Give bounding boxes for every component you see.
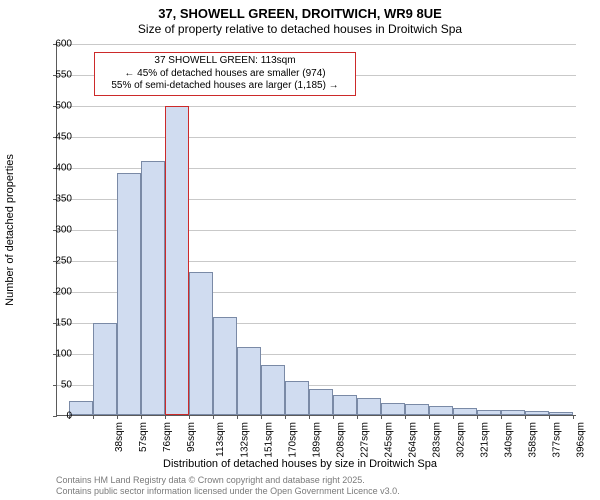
- bar: [285, 381, 309, 415]
- xtick-label: 208sqm: [336, 422, 347, 458]
- footer-line2: Contains public sector information licen…: [56, 486, 400, 496]
- bar: [549, 412, 573, 415]
- ytick-label: 0: [32, 411, 72, 422]
- ytick-label: 500: [32, 101, 72, 112]
- gridline-h: [57, 106, 576, 107]
- xtick-mark: [261, 415, 262, 419]
- xtick-label: 227sqm: [360, 422, 371, 458]
- callout-line1: 37 SHOWELL GREEN: 113sqm: [99, 55, 351, 68]
- bar-highlighted: [165, 106, 189, 415]
- footer-attribution: Contains HM Land Registry data © Crown c…: [56, 475, 400, 496]
- xtick-label: 358sqm: [528, 422, 539, 458]
- gridline-h: [57, 168, 576, 169]
- bar: [237, 347, 261, 415]
- xtick-mark: [501, 415, 502, 419]
- xtick-label: 377sqm: [552, 422, 563, 458]
- plot-frame: [56, 44, 576, 416]
- gridline-h: [57, 137, 576, 138]
- bar: [405, 404, 429, 415]
- xtick-mark: [141, 415, 142, 419]
- callout-line2: ← 45% of detached houses are smaller (97…: [99, 68, 351, 81]
- xtick-mark: [525, 415, 526, 419]
- xtick-label: 57sqm: [138, 422, 149, 452]
- bar: [357, 398, 381, 415]
- bar: [453, 408, 477, 415]
- ytick-label: 450: [32, 132, 72, 143]
- bar: [93, 323, 117, 415]
- xtick-label: 151sqm: [264, 422, 275, 458]
- xtick-mark: [381, 415, 382, 419]
- xtick-mark: [405, 415, 406, 419]
- bar: [213, 317, 237, 415]
- xtick-mark: [357, 415, 358, 419]
- x-axis-label: Distribution of detached houses by size …: [0, 458, 600, 470]
- ytick-label: 350: [32, 194, 72, 205]
- xtick-mark: [429, 415, 430, 419]
- xtick-label: 321sqm: [480, 422, 491, 458]
- xtick-label: 38sqm: [114, 422, 125, 452]
- ytick-label: 200: [32, 287, 72, 298]
- callout-line3: 55% of semi-detached houses are larger (…: [99, 80, 351, 93]
- xtick-mark: [573, 415, 574, 419]
- xtick-mark: [165, 415, 166, 419]
- ytick-label: 50: [32, 380, 72, 391]
- gridline-h: [57, 44, 576, 45]
- bar: [117, 173, 141, 415]
- ytick-label: 100: [32, 349, 72, 360]
- xtick-mark: [285, 415, 286, 419]
- xtick-label: 132sqm: [240, 422, 251, 458]
- xtick-mark: [549, 415, 550, 419]
- ytick-label: 600: [32, 39, 72, 50]
- xtick-label: 302sqm: [456, 422, 467, 458]
- xtick-mark: [477, 415, 478, 419]
- xtick-mark: [309, 415, 310, 419]
- bar: [525, 411, 549, 415]
- footer-line1: Contains HM Land Registry data © Crown c…: [56, 475, 400, 485]
- ytick-label: 150: [32, 318, 72, 329]
- ytick-label: 300: [32, 225, 72, 236]
- xtick-label: 264sqm: [408, 422, 419, 458]
- bar: [333, 395, 357, 415]
- xtick-label: 95sqm: [186, 422, 197, 452]
- xtick-label: 396sqm: [576, 422, 587, 458]
- bar: [429, 406, 453, 415]
- xtick-mark: [453, 415, 454, 419]
- bar: [381, 403, 405, 415]
- bar: [189, 272, 213, 415]
- xtick-label: 170sqm: [288, 422, 299, 458]
- xtick-label: 113sqm: [215, 422, 226, 457]
- xtick-label: 340sqm: [504, 422, 515, 458]
- ytick-label: 250: [32, 256, 72, 267]
- xtick-mark: [189, 415, 190, 419]
- bar: [69, 401, 93, 415]
- xtick-label: 245sqm: [384, 422, 395, 458]
- xtick-label: 189sqm: [312, 422, 323, 458]
- xtick-label: 76sqm: [162, 422, 173, 452]
- chart-title-line1: 37, SHOWELL GREEN, DROITWICH, WR9 8UE: [0, 6, 600, 21]
- xtick-label: 283sqm: [432, 422, 443, 458]
- chart-title-line2: Size of property relative to detached ho…: [0, 22, 600, 36]
- ytick-label: 400: [32, 163, 72, 174]
- xtick-mark: [117, 415, 118, 419]
- y-axis-label: Number of detached properties: [4, 154, 16, 306]
- bar: [309, 389, 333, 415]
- plot-area: 37 SHOWELL GREEN: 113sqm← 45% of detache…: [56, 44, 576, 416]
- xtick-mark: [237, 415, 238, 419]
- xtick-mark: [213, 415, 214, 419]
- bar: [501, 410, 525, 415]
- callout-box: 37 SHOWELL GREEN: 113sqm← 45% of detache…: [94, 52, 356, 96]
- bar: [261, 365, 285, 415]
- xtick-mark: [333, 415, 334, 419]
- xtick-mark: [93, 415, 94, 419]
- bar: [141, 161, 165, 415]
- ytick-label: 550: [32, 70, 72, 81]
- bar: [477, 410, 501, 415]
